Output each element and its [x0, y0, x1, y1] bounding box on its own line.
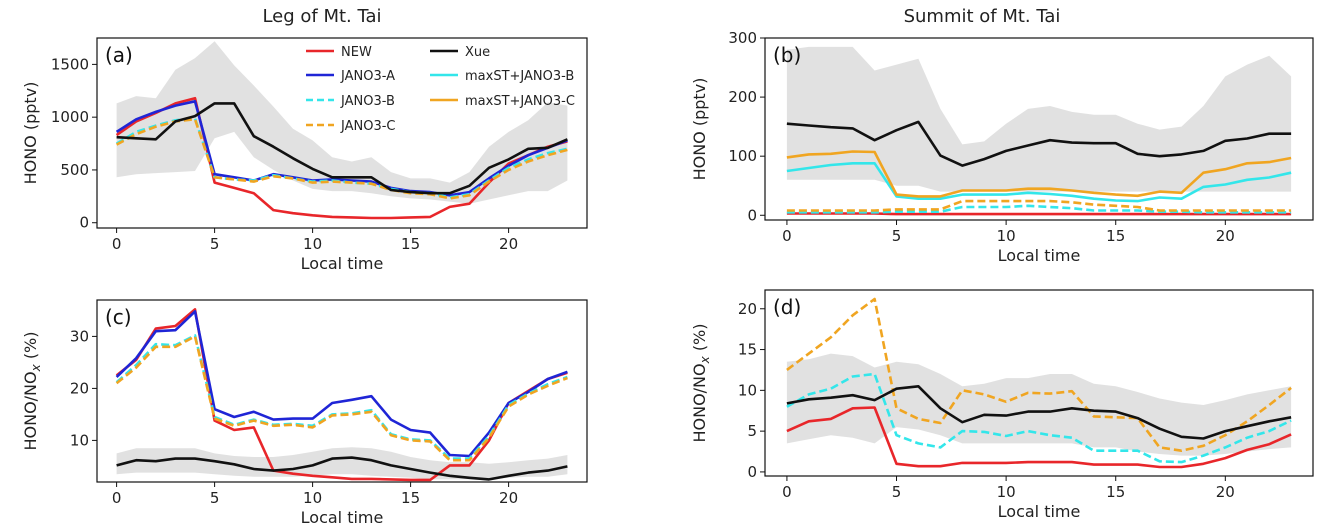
x-tick-label: 20 [499, 235, 518, 253]
plot-area-0 [115, 41, 568, 220]
x-tick-label: 15 [1106, 227, 1125, 245]
panel-label: (d) [773, 295, 801, 319]
series-maxst-jano3-c [786, 150, 1292, 198]
x-tick-label: 15 [401, 235, 420, 253]
y-axis-label-subscript: x [29, 363, 43, 372]
panel-label: (b) [773, 43, 801, 67]
y-axis-label: HONO/NOx (%) [21, 331, 43, 450]
x-tick-label: 10 [997, 227, 1016, 245]
x-axis-label: Local time [301, 508, 384, 527]
series-xue [786, 120, 1292, 167]
legend-entry-label: JANO3-A [340, 69, 395, 84]
x-tick-label: 20 [1216, 227, 1235, 245]
y-tick-label: 10 [738, 381, 757, 399]
y-tick-label: 300 [728, 29, 757, 47]
x-tick-label: 5 [892, 483, 902, 501]
series-jano3-b [786, 204, 1292, 214]
axes-frame [764, 289, 1314, 477]
x-tick-label: 10 [303, 235, 322, 253]
uncertainty-band [116, 447, 568, 480]
y-tick-label: 1500 [51, 55, 89, 73]
legend-entry-label: maxST+JANO3-B [465, 69, 574, 84]
y-tick-label: 100 [728, 147, 757, 165]
legend: NEW Xue JANO3-A maxST+JANO3-B JANO3-B maxST+J… [306, 45, 575, 134]
series-jano3-c [786, 199, 1292, 212]
x-tick-label: 5 [210, 489, 220, 507]
y-tick-label: 10 [70, 431, 89, 449]
column-title-right: Summit of Mt. Tai [904, 6, 1061, 27]
legend-entry-label: JANO3-C [340, 119, 396, 134]
y-tick-label: 500 [60, 161, 89, 179]
series-jano3-a [115, 100, 568, 197]
y-tick-label: 0 [747, 463, 757, 481]
series-jano3-b [115, 334, 568, 460]
y-tick-label: 0 [747, 206, 757, 224]
y-tick-label: 15 [738, 341, 757, 359]
axes-frame [764, 37, 1314, 221]
x-tick-label: 0 [112, 235, 122, 253]
series-maxst-jano3-b [786, 162, 1292, 203]
series-jano3-c [786, 297, 1292, 453]
series-new [115, 96, 568, 220]
legend-entry-label: NEW [341, 45, 372, 60]
y-tick-label: 30 [70, 327, 89, 345]
x-tick-label: 10 [303, 489, 322, 507]
y-tick-label: 20 [738, 300, 757, 318]
y-tick-label: 0 [79, 214, 89, 232]
x-tick-label: 10 [997, 483, 1016, 501]
x-tick-label: 20 [499, 489, 518, 507]
panel-3: 0 5 10 15 20 0 5 10 15 20 Local time HONO/NOx (%) (d… [690, 289, 1314, 521]
series-xue [116, 102, 568, 195]
series-jano3-b [786, 372, 1292, 464]
uncertainty-band [116, 41, 568, 204]
x-axis-label: Local time [998, 246, 1081, 265]
y-axis-label: HONO (pptv) [21, 82, 40, 185]
x-tick-label: 15 [401, 489, 420, 507]
y-tick-label: 1000 [51, 108, 89, 126]
series-xue [786, 384, 1292, 440]
panel-label: (a) [105, 43, 133, 67]
legend-entry-label: maxST+JANO3-C [465, 94, 575, 109]
series-xue [116, 456, 568, 481]
y-tick-label: 200 [728, 88, 757, 106]
axes-frame [96, 299, 588, 483]
x-tick-label: 0 [112, 489, 122, 507]
y-tick-label: 5 [747, 422, 757, 440]
x-axis-label: Local time [998, 502, 1081, 521]
panel-label: (c) [105, 305, 132, 329]
x-tick-label: 0 [782, 483, 792, 501]
panel-0: 0 5 10 15 20 0 500 1000 1500 Local time HONO (pptv… [21, 37, 588, 273]
x-tick-label: 0 [782, 227, 792, 245]
column-title-left: Leg of Mt. Tai [262, 6, 381, 27]
legend-entry-label: Xue [465, 45, 490, 60]
series-jano3-c [115, 335, 568, 462]
x-tick-label: 20 [1216, 483, 1235, 501]
axes-frame [96, 37, 588, 229]
x-axis-label: Local time [301, 254, 384, 273]
plot-area-3 [786, 297, 1292, 469]
x-tick-label: 5 [892, 227, 902, 245]
series-new [786, 406, 1292, 469]
panel-2: 0 5 10 15 20 10 20 30 Local time HONO/NOx (%) (c) [21, 299, 588, 527]
series-jano3-c [115, 118, 568, 200]
y-axis-label: HONO/NOx (%) [690, 323, 712, 442]
y-axis-label: HONO (pptv) [690, 78, 709, 181]
plot-area-1 [786, 46, 1292, 216]
y-tick-label: 20 [70, 379, 89, 397]
x-tick-label: 15 [1106, 483, 1125, 501]
x-tick-label: 5 [210, 235, 220, 253]
legend-entry-label: JANO3-B [340, 94, 395, 109]
series-jano3-a [115, 310, 568, 458]
y-axis-label-subscript: x [698, 355, 712, 364]
plot-area-2 [115, 308, 568, 482]
